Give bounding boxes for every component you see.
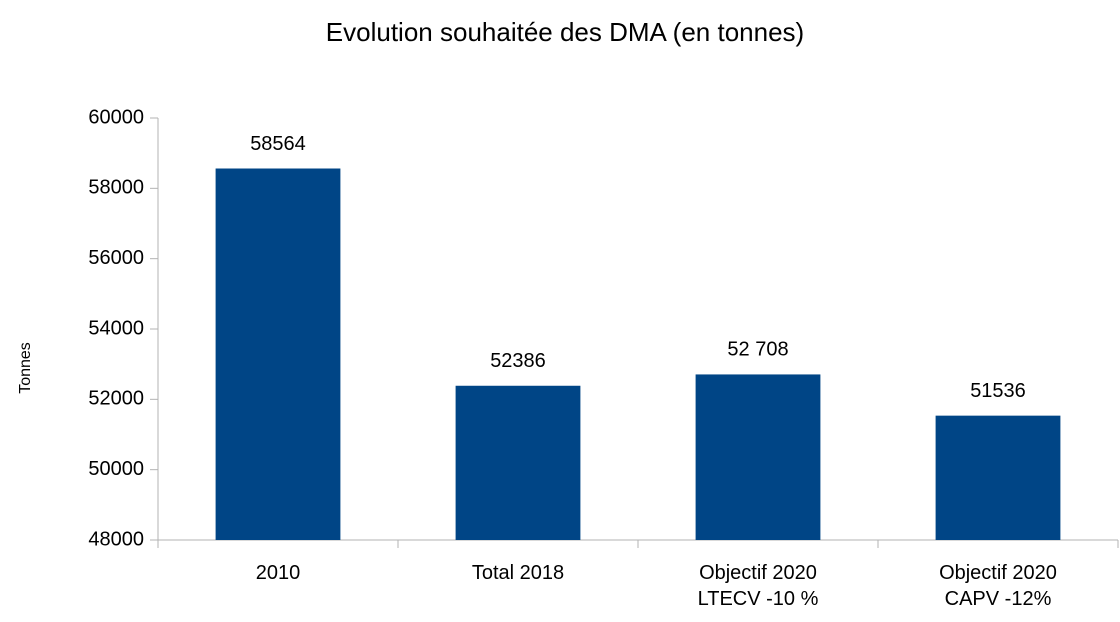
value-label: 52386: [490, 350, 546, 372]
y-tick-label: 58000: [88, 177, 144, 199]
y-tick-label: 50000: [88, 458, 144, 480]
y-tick-label: 54000: [88, 317, 144, 339]
x-tick-label: Objectif 2020 LTECV -10 %: [697, 562, 819, 610]
bar: [215, 168, 341, 540]
y-tick-label: 56000: [88, 247, 144, 269]
bar: [455, 385, 581, 540]
y-tick-label: 52000: [88, 388, 144, 410]
y-tick-label: 48000: [88, 528, 144, 550]
y-tick-label: 60000: [88, 106, 144, 128]
value-label: 58564: [250, 133, 306, 155]
bar: [695, 374, 821, 540]
bar: [935, 415, 1061, 540]
x-tick-label: Total 2018: [471, 562, 565, 584]
x-tick-label: 2010: [255, 562, 301, 584]
value-label: 51536: [970, 380, 1026, 402]
chart-title: Evolution souhaitée des DMA (en tonnes): [326, 17, 804, 47]
y-axis-label: Tonnes: [17, 342, 34, 394]
value-label: 52 708: [727, 339, 788, 361]
x-tick-label: Objectif 2020 CAPV -12%: [939, 562, 1057, 610]
